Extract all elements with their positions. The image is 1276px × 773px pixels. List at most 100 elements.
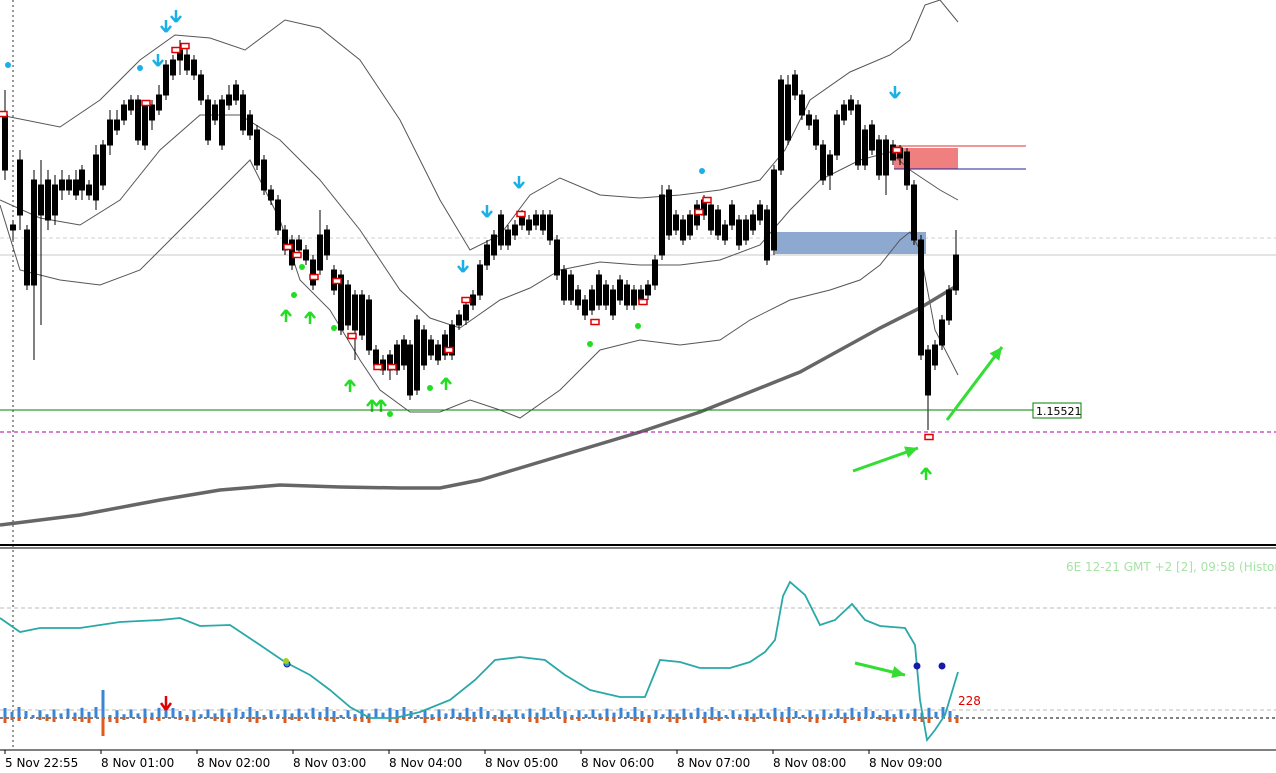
- volume-bar: [549, 711, 553, 718]
- volume-peak-dot: [913, 662, 921, 670]
- volume-bar: [612, 712, 616, 718]
- candle-body: [652, 259, 658, 286]
- candle-body: [827, 154, 833, 176]
- candle-body: [184, 54, 190, 71]
- volume-bar: [479, 707, 483, 718]
- bollinger-middle-band: [0, 114, 959, 329]
- volume-bar: [325, 707, 329, 718]
- volume-bar: [850, 707, 854, 718]
- candle-body: [261, 159, 267, 191]
- volume-bar: [556, 707, 560, 718]
- volume-bar-negative: [388, 718, 392, 722]
- volume-bar-negative: [150, 718, 154, 720]
- candle-body: [680, 219, 686, 241]
- volume-bar: [892, 714, 896, 718]
- volume-bar: [66, 708, 70, 718]
- candle-body: [911, 184, 917, 241]
- volume-bar-negative: [843, 718, 847, 723]
- volume-bar-negative: [633, 718, 637, 721]
- volume-bar: [619, 707, 623, 718]
- bollinger-upper-band: [0, 0, 959, 251]
- candle-body: [149, 104, 155, 121]
- volume-value-label: 228: [958, 694, 981, 708]
- bar-marker-icon: [694, 208, 704, 216]
- candle-body: [638, 289, 644, 301]
- volume-bar: [927, 707, 931, 718]
- volume-bar-negative: [612, 718, 616, 722]
- x-tick-label: 8 Nov 05:00: [485, 756, 558, 770]
- volume-bar: [199, 714, 203, 718]
- volume-bar: [248, 707, 252, 718]
- candle-body: [813, 119, 819, 146]
- volume-bar-negative: [598, 718, 602, 720]
- volume-bar-negative: [682, 718, 686, 720]
- volume-bar: [773, 707, 777, 718]
- volume-bar-negative: [493, 718, 497, 721]
- volume-bar: [164, 706, 168, 718]
- volume-bar: [654, 710, 658, 718]
- candle-body: [93, 154, 99, 201]
- volume-bar-negative: [535, 718, 539, 723]
- candle-body: [2, 114, 8, 171]
- volume-bar-negative: [542, 718, 546, 720]
- candle-body: [526, 219, 532, 231]
- volume-bar: [913, 708, 917, 718]
- volume-bar-negative: [913, 718, 917, 721]
- sell-arrow-icon: [513, 176, 525, 189]
- volume-bar: [241, 711, 245, 718]
- bar-marker-icon: [444, 346, 454, 354]
- candle-body: [198, 74, 204, 101]
- candle-body: [352, 294, 358, 331]
- buy-arrow-icon: [304, 311, 316, 324]
- volume-bar-negative: [360, 718, 364, 722]
- candle-body: [247, 114, 253, 136]
- volume-bar: [129, 709, 133, 718]
- bar-marker-icon: [638, 298, 648, 306]
- volume-bar: [52, 709, 56, 718]
- candle-body: [631, 289, 637, 306]
- volume-bar: [647, 715, 651, 718]
- volume-bar-negative: [738, 718, 742, 720]
- volume-bar-negative: [773, 718, 777, 721]
- candle-body: [17, 159, 23, 216]
- candle-body: [862, 129, 868, 166]
- volume-bar-negative: [283, 718, 287, 723]
- candle-body: [505, 229, 511, 246]
- volume-bar: [808, 710, 812, 718]
- volume-bar-negative: [353, 718, 357, 721]
- candle-body: [729, 204, 735, 226]
- bar-marker-icon: [292, 251, 302, 259]
- candle-body: [764, 209, 770, 261]
- volume-bar: [38, 710, 42, 718]
- buy-arrow-icon: [920, 467, 932, 480]
- volume-bar-negative: [255, 718, 259, 723]
- volume-bar-negative: [857, 718, 861, 721]
- bar-marker-icon: [924, 433, 934, 441]
- volume-bar-negative: [367, 718, 371, 723]
- volume-bar-negative: [290, 718, 294, 720]
- volume-bar: [738, 714, 742, 718]
- candle-body: [135, 99, 141, 141]
- volume-bar: [563, 711, 567, 718]
- candle-body: [394, 344, 400, 371]
- volume-bar-negative: [17, 718, 21, 721]
- candle-body: [338, 274, 344, 331]
- volume-bar: [752, 713, 756, 718]
- chart-background: [0, 0, 1276, 751]
- bar-marker-icon: [141, 99, 151, 107]
- volume-bar: [423, 710, 427, 718]
- candle-body: [715, 209, 721, 236]
- volume-bar-negative: [185, 718, 189, 721]
- volume-bar: [815, 714, 819, 718]
- volume-bar-negative: [507, 718, 511, 723]
- buy-arrow-icon: [344, 379, 356, 392]
- volume-bar: [87, 711, 91, 718]
- signal-dot: [699, 168, 705, 174]
- volume-bar: [157, 707, 161, 718]
- volume-bar: [570, 715, 574, 718]
- annotation-arrow-head: [891, 666, 905, 678]
- volume-bar-negative: [248, 718, 252, 722]
- volume-bar-negative: [577, 718, 581, 721]
- candle-body: [428, 339, 434, 356]
- x-tick-label: 8 Nov 07:00: [677, 756, 750, 770]
